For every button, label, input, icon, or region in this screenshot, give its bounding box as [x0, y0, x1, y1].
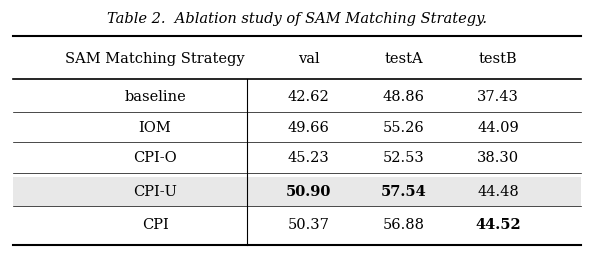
Text: 50.90: 50.90 [286, 184, 331, 198]
Text: Table 2.  Ablation study of SAM Matching Strategy.: Table 2. Ablation study of SAM Matching … [107, 12, 487, 26]
Text: 50.37: 50.37 [288, 218, 330, 232]
Text: 42.62: 42.62 [288, 90, 330, 104]
Text: 52.53: 52.53 [383, 151, 424, 165]
Text: 37.43: 37.43 [477, 90, 519, 104]
Text: 55.26: 55.26 [383, 121, 424, 135]
FancyBboxPatch shape [13, 177, 581, 206]
Text: SAM Matching Strategy: SAM Matching Strategy [65, 52, 245, 66]
Text: val: val [298, 52, 320, 66]
Text: 44.52: 44.52 [475, 218, 521, 232]
Text: 44.09: 44.09 [477, 121, 519, 135]
Text: 45.23: 45.23 [288, 151, 330, 165]
Text: 49.66: 49.66 [288, 121, 330, 135]
Text: CPI-U: CPI-U [133, 184, 177, 198]
Text: CPI-O: CPI-O [133, 151, 177, 165]
Text: 48.86: 48.86 [383, 90, 425, 104]
Text: baseline: baseline [124, 90, 186, 104]
Text: IOM: IOM [139, 121, 172, 135]
Text: testB: testB [479, 52, 517, 66]
Text: testA: testA [384, 52, 423, 66]
Text: 57.54: 57.54 [381, 184, 426, 198]
Text: 56.88: 56.88 [383, 218, 425, 232]
Text: 44.48: 44.48 [477, 184, 519, 198]
Text: 38.30: 38.30 [477, 151, 519, 165]
Text: CPI: CPI [142, 218, 169, 232]
